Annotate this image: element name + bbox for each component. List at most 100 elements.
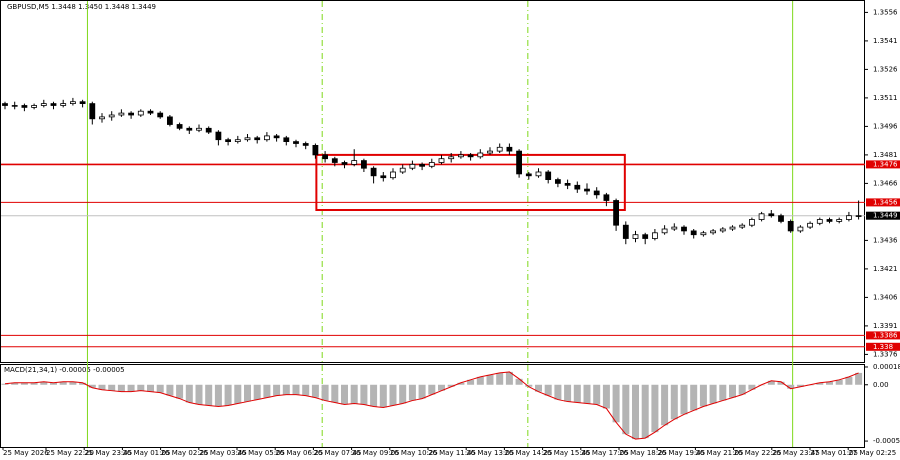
candle-body [846, 215, 852, 220]
candle-body [351, 160, 358, 165]
macd-bar [69, 381, 77, 385]
macd-bar [602, 384, 610, 409]
macd-bar [214, 384, 222, 407]
candle-body [2, 103, 8, 106]
candle-body [166, 116, 173, 125]
candle-body [836, 219, 843, 222]
y-tick-label: 1.3481 [873, 151, 898, 159]
candle-body [370, 167, 377, 177]
candle-body [331, 158, 338, 163]
candle-body [360, 160, 367, 169]
level-label: 1.3476 [873, 160, 898, 168]
candle-body [603, 194, 610, 201]
macd-bar [690, 384, 698, 411]
macd-bar [554, 384, 562, 400]
macd-bar [457, 382, 465, 385]
macd-bar [341, 384, 348, 405]
candle-body [525, 173, 532, 177]
candle-body [225, 139, 232, 142]
candle-body [545, 171, 552, 180]
macd-bar [20, 382, 28, 385]
macd-bar [30, 382, 38, 385]
candle-body [263, 135, 270, 141]
macd-bar [108, 384, 116, 391]
y-tick-label: 1.3421 [873, 265, 898, 273]
candle-body [244, 137, 251, 141]
macd-bar [321, 384, 329, 401]
candle-body [283, 137, 290, 143]
y-tick-label: 1.3406 [873, 293, 898, 301]
macd-bar [835, 379, 843, 385]
x-tick-label: 26 May 19:45 [657, 449, 705, 457]
candle-body [341, 162, 348, 165]
candle-body [613, 200, 619, 226]
candle-body [816, 219, 823, 224]
macd-bar [467, 379, 475, 385]
x-tick-label: 26 May 13:05 [466, 449, 514, 457]
candle-body [535, 171, 542, 177]
macd-bar [651, 384, 659, 433]
macd-bar [156, 384, 164, 393]
x-tick-label: 25 May 22:20 [46, 449, 94, 457]
candle-body [234, 139, 241, 142]
candle-body [700, 232, 707, 236]
candle-body [506, 146, 513, 152]
macd-bar [40, 381, 48, 385]
y-tick-label: 1.3511 [873, 94, 898, 102]
x-tick-label: 26 May 22:25 [734, 449, 782, 457]
candle-body [254, 137, 261, 141]
candle-body [186, 127, 193, 131]
candle-body [196, 127, 202, 131]
current-price-tag [866, 211, 900, 220]
y-tick-label: 1.3556 [873, 8, 898, 16]
candle-body [496, 146, 503, 152]
candle-body [778, 215, 784, 222]
current-price-label: 1.3449 [873, 212, 898, 220]
x-tick-label: 26 May 11:45 [428, 449, 476, 457]
macd-tick-label: 0.00018 [873, 363, 900, 371]
macd-bar [253, 384, 261, 400]
candle-body [826, 219, 833, 222]
candle-body [70, 101, 76, 104]
macd-bar [496, 372, 504, 385]
macd-bar [399, 384, 407, 404]
candle-body [768, 213, 775, 217]
macd-bar [166, 384, 174, 396]
macd-bar [447, 384, 455, 387]
candle-body [428, 162, 435, 167]
x-tick-label: 26 May 01:05 [122, 449, 170, 457]
macd-bar [661, 384, 669, 426]
macd-bar [719, 384, 727, 401]
macd-bar [98, 384, 106, 390]
chart-title: GBPUSD,M5 1.3448 1.3450 1.3448 1.3449 [7, 3, 156, 11]
macd-bar [137, 384, 145, 391]
macd-bar [641, 384, 649, 439]
candle-body [302, 143, 309, 146]
candle-body [137, 110, 144, 116]
macd-bar [273, 384, 281, 396]
y-tick-label: 1.3391 [873, 322, 898, 330]
macd-bar [360, 384, 368, 405]
candle-body [147, 110, 154, 114]
x-tick-label: 26 May 05:05 [237, 449, 285, 457]
macd-title: MACD(21,34,1) -0.00005 -0.00005 [4, 366, 125, 374]
macd-bar [855, 372, 863, 385]
candle-body [79, 101, 86, 104]
candle-body [31, 105, 38, 108]
candle-body [807, 222, 813, 228]
candle-body [89, 103, 96, 120]
candle-body [855, 215, 862, 217]
candle-body [652, 232, 658, 239]
candle-body [661, 228, 668, 234]
candle-body [176, 124, 183, 129]
candle-body [739, 224, 746, 228]
candle-body [574, 184, 581, 190]
macd-bar [622, 384, 630, 435]
macd-bar [632, 384, 639, 440]
candle-body [564, 182, 571, 186]
macd-bar [564, 384, 572, 402]
candle-body [593, 190, 600, 196]
macd-line [4, 371, 859, 440]
candle-body [399, 167, 406, 173]
macd-bar [699, 384, 707, 407]
